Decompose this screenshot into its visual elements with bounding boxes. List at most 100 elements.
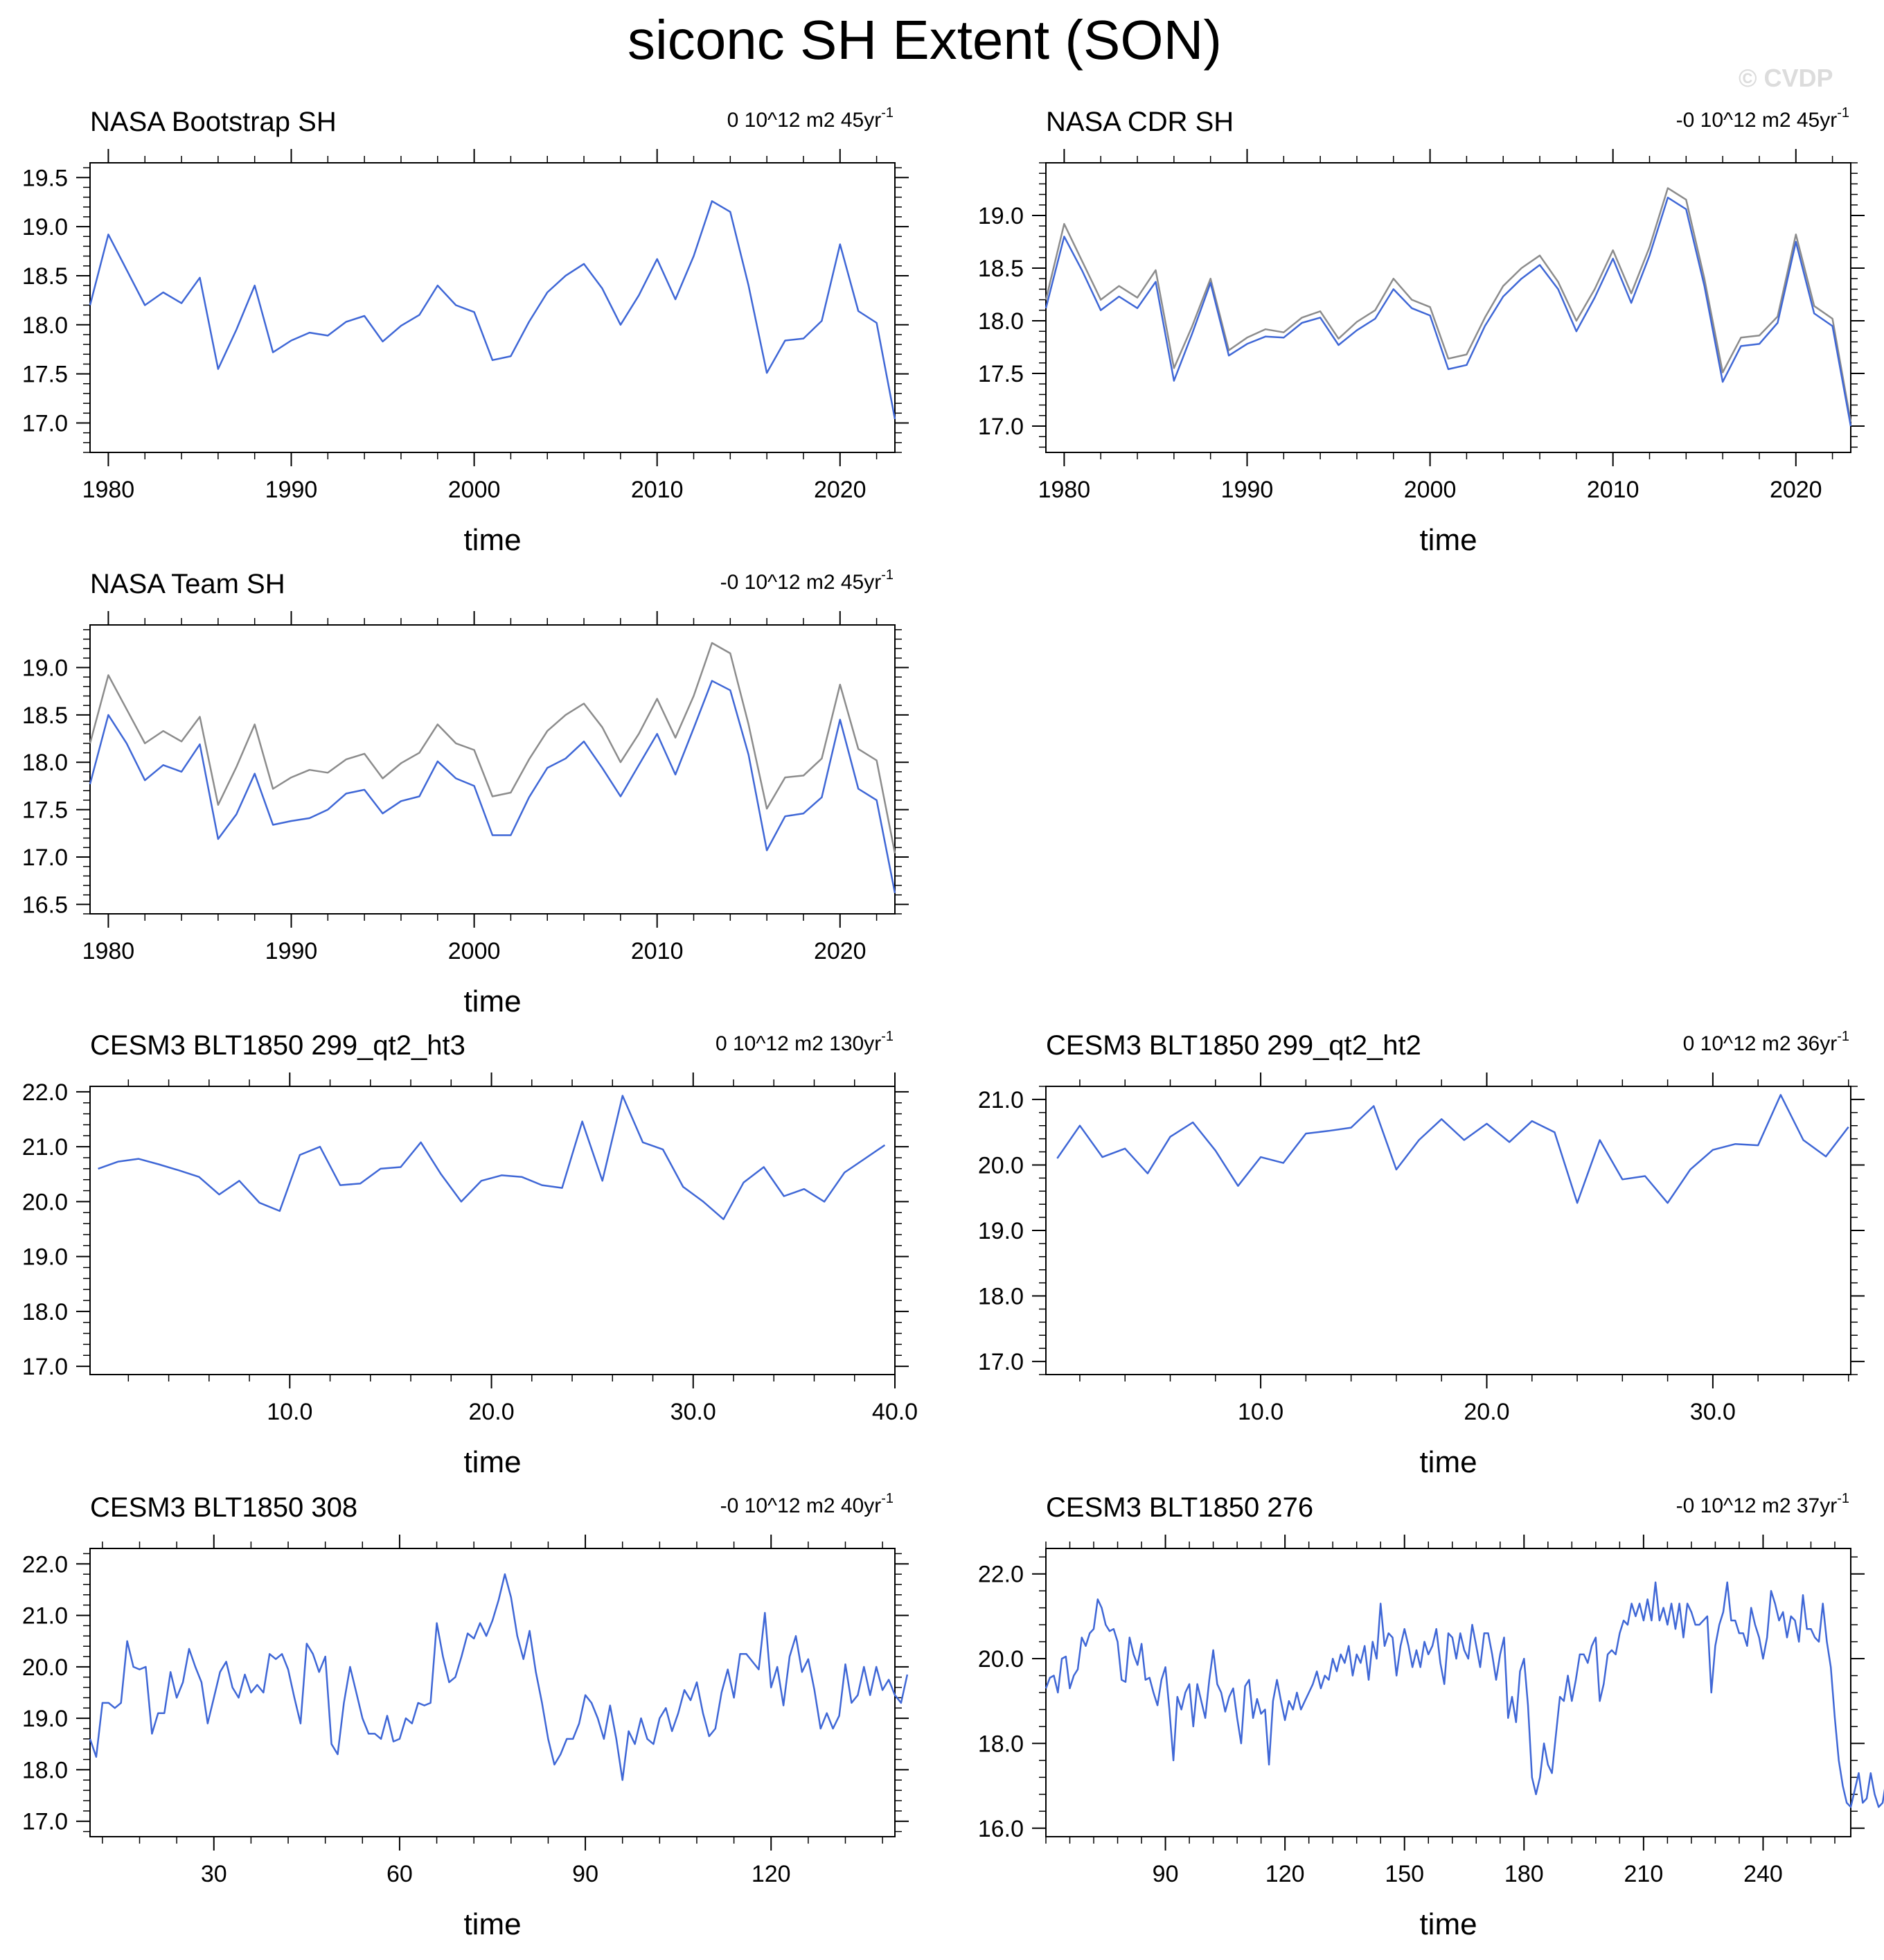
x-tick-label: 2020 — [814, 477, 867, 503]
x-tick-label: 90 — [1153, 1861, 1179, 1887]
x-tick-label: 20.0 — [468, 1399, 514, 1425]
x-tick-label: 2000 — [448, 938, 501, 964]
y-tick-label: 18.0 — [22, 1299, 68, 1325]
panel-title: CESM3 BLT1850 308 — [90, 1492, 357, 1523]
trend-value: 0 10^12 m2 36yr — [1683, 1032, 1838, 1055]
x-tick-label: 120 — [1265, 1861, 1305, 1887]
model-series-line — [1056, 1094, 1849, 1204]
y-tick-label: 19.0 — [978, 1218, 1024, 1244]
x-tick-label: 1980 — [82, 477, 135, 503]
chart-panel-6: 17.0 18.0 19.0 20.0 21.0 22.0 30 60 90 120 CESM3 B… — [22, 1491, 909, 1941]
trend-value: -0 10^12 m2 37yr — [1676, 1494, 1838, 1517]
panel-title: CESM3 BLT1850 299_qt2_ht3 — [90, 1030, 465, 1061]
x-tick-label: 180 — [1504, 1861, 1544, 1887]
x-tick-label: 2020 — [814, 938, 867, 964]
trend-value: 0 10^12 m2 45yr — [727, 109, 882, 132]
trend-label: -0 10^12 m2 37yr-1 — [1676, 1491, 1849, 1517]
trend-value: -0 10^12 m2 40yr — [720, 1494, 882, 1517]
plot-frame — [89, 624, 896, 915]
y-tick-label: 17.0 — [978, 1349, 1024, 1375]
chart-panel-7: 16.0 18.0 20.0 22.0 90 120 150 180 210 240 CESM3 B… — [978, 1491, 1884, 1941]
y-tick-label: 21.0 — [22, 1134, 68, 1160]
model-series-line — [1045, 196, 1852, 427]
x-tick-label: 2000 — [448, 477, 501, 503]
y-tick-label: 19.0 — [22, 214, 68, 240]
y-tick-label: 16.0 — [978, 1816, 1024, 1842]
x-tick-label: 1990 — [265, 477, 318, 503]
x-tick-label: 60 — [386, 1861, 413, 1887]
x-tick-label: 1980 — [1038, 477, 1091, 503]
trend-value: 0 10^12 m2 130yr — [716, 1032, 881, 1055]
y-tick-label: 18.0 — [22, 1757, 68, 1783]
x-axis-label: time — [463, 1907, 521, 1941]
y-tick-label: 19.5 — [22, 165, 68, 191]
x-tick-label: 240 — [1743, 1861, 1783, 1887]
panel-title: NASA Bootstrap SH — [90, 107, 337, 137]
trend-value: -0 10^12 m2 45yr — [720, 571, 882, 594]
trend-label: 0 10^12 m2 130yr-1 — [716, 1029, 894, 1055]
y-tick-label: 19.0 — [978, 203, 1024, 229]
y-tick-label: 17.5 — [22, 362, 68, 388]
panel-title: NASA CDR SH — [1046, 107, 1234, 137]
y-tick-label: 18.0 — [22, 750, 68, 776]
model-series-line — [89, 1573, 909, 1781]
y-tick-label: 20.0 — [22, 1654, 68, 1681]
trend-value: -0 10^12 m2 45yr — [1676, 109, 1838, 132]
x-tick-label: 2000 — [1404, 477, 1457, 503]
x-tick-label: 120 — [752, 1861, 791, 1887]
y-tick-label: 17.5 — [22, 797, 68, 824]
y-tick-label: 18.5 — [22, 263, 68, 290]
y-tick-label: 20.0 — [22, 1189, 68, 1215]
x-tick-label: 30.0 — [670, 1399, 716, 1425]
y-tick-label: 18.5 — [22, 703, 68, 729]
trend-exponent: -1 — [1837, 1029, 1849, 1044]
model-series-line — [89, 200, 896, 420]
reference-series-line — [1045, 187, 1852, 423]
chart-panel-5: 17.0 18.0 19.0 20.0 21.0 10.0 20.0 30.0 CESM3 BL… — [978, 1029, 1865, 1479]
x-axis-label: time — [1419, 523, 1477, 557]
y-tick-label: 17.0 — [978, 414, 1024, 440]
plot-frame — [89, 162, 896, 453]
x-axis-label: time — [463, 1445, 521, 1479]
y-tick-label: 18.0 — [978, 1731, 1024, 1757]
plot-frame — [1045, 1086, 1851, 1375]
x-tick-label: 10.0 — [267, 1399, 312, 1425]
plot-frame — [1045, 162, 1851, 453]
y-tick-label: 20.0 — [978, 1152, 1024, 1178]
y-tick-label: 17.0 — [22, 845, 68, 871]
x-tick-label: 2010 — [631, 938, 684, 964]
y-tick-label: 18.0 — [978, 308, 1024, 335]
x-tick-label: 20.0 — [1464, 1399, 1509, 1425]
plot-frame — [89, 1548, 896, 1837]
y-tick-label: 19.0 — [22, 1244, 68, 1271]
y-tick-label: 17.0 — [22, 1354, 68, 1380]
y-tick-label: 21.0 — [22, 1603, 68, 1630]
trend-exponent: -1 — [1837, 105, 1849, 121]
panel-title: CESM3 BLT1850 276 — [1046, 1492, 1313, 1523]
model-series-line — [1045, 1581, 1884, 1808]
chart-panel-4: 17.0 18.0 19.0 20.0 21.0 22.0 10.0 20.0 30.0 40.0… — [22, 1029, 918, 1479]
x-tick-label: 2020 — [1770, 477, 1822, 503]
y-tick-label: 18.0 — [22, 312, 68, 339]
model-series-line — [89, 680, 896, 894]
y-tick-label: 21.0 — [978, 1087, 1024, 1113]
trend-label: 0 10^12 m2 45yr-1 — [727, 105, 894, 132]
chart-panel-3: 16.5 17.0 17.5 18.0 18.5 19.0 1980 1990 2000 2010… — [22, 567, 909, 1018]
model-series-line — [98, 1095, 886, 1221]
y-tick-label: 18.0 — [978, 1284, 1024, 1310]
trend-label: 0 10^12 m2 36yr-1 — [1683, 1029, 1849, 1055]
y-tick-label: 17.0 — [22, 1809, 68, 1835]
y-tick-label: 17.5 — [978, 361, 1024, 387]
y-tick-label: 20.0 — [978, 1646, 1024, 1672]
figure-title: siconc SH Extent (SON) — [627, 9, 1222, 71]
y-tick-label: 22.0 — [978, 1562, 1024, 1588]
trend-exponent: -1 — [881, 567, 894, 583]
x-tick-label: 90 — [572, 1861, 598, 1887]
x-axis-label: time — [1419, 1907, 1477, 1941]
y-tick-label: 22.0 — [22, 1079, 68, 1106]
y-tick-label: 19.0 — [22, 1706, 68, 1732]
trend-label: -0 10^12 m2 40yr-1 — [720, 1491, 894, 1517]
x-tick-label: 2010 — [1587, 477, 1639, 503]
x-tick-label: 30.0 — [1690, 1399, 1736, 1425]
